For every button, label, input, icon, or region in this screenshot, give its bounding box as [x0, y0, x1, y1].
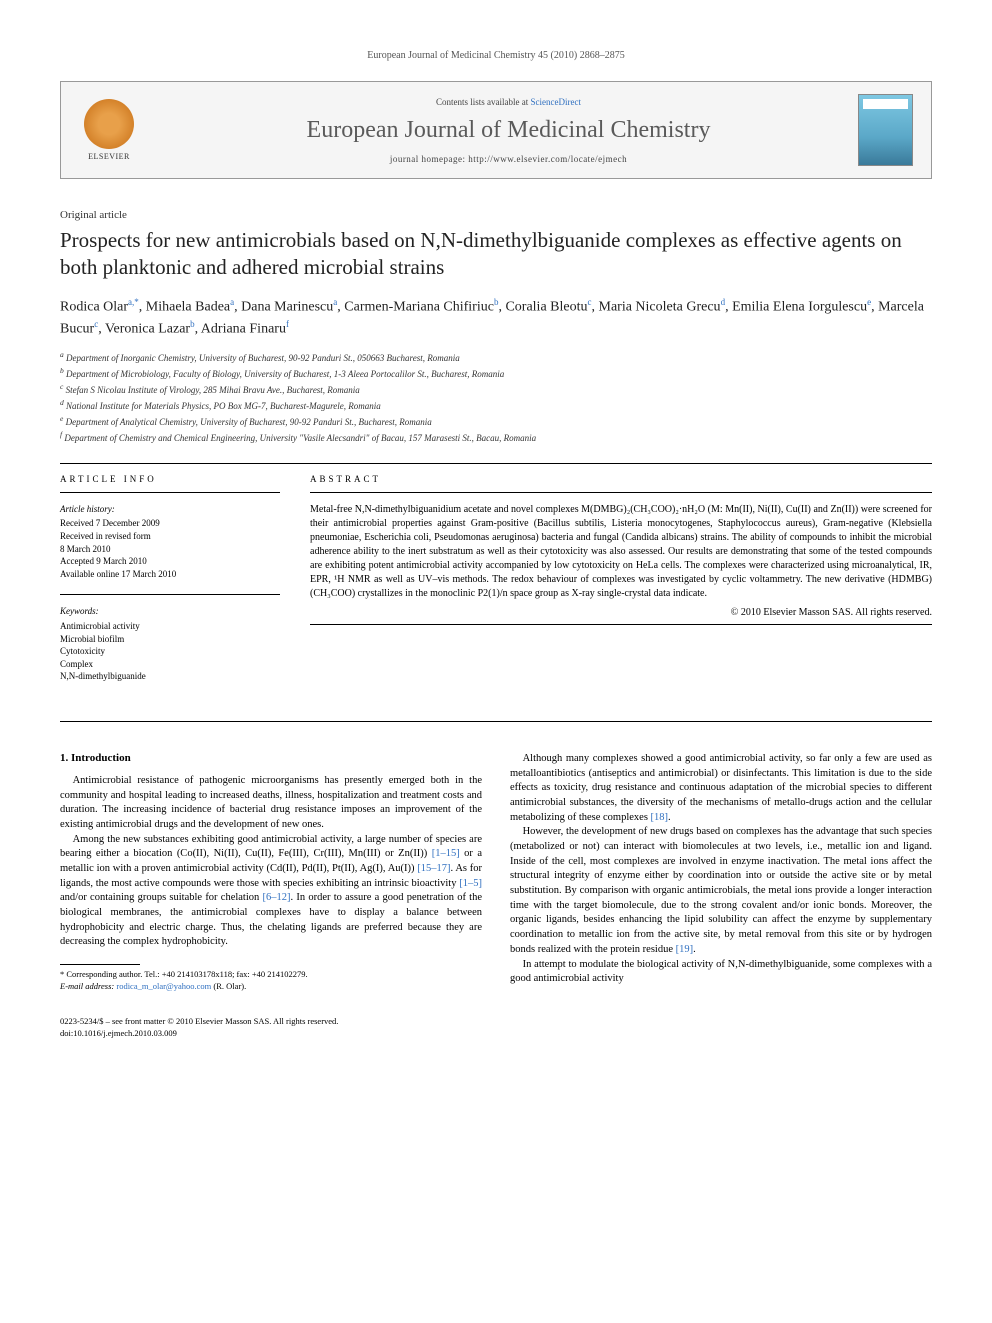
keywords-label: Keywords: [60, 605, 280, 618]
body-paragraph: Although many complexes showed a good an… [510, 752, 932, 825]
page-footer: 0223-5234/$ – see front matter © 2010 El… [60, 1016, 932, 1039]
history-line: Received 7 December 2009 [60, 517, 280, 530]
footnotes: * Corresponding author. Tel.: +40 214103… [60, 969, 482, 992]
body-paragraph: However, the development of new drugs ba… [510, 825, 932, 957]
elsevier-logo[interactable]: ELSEVIER [79, 95, 139, 165]
abstract-text: Metal-free N,N-dimethylbiguanidium aceta… [310, 503, 932, 601]
abstract-head: ABSTRACT [310, 474, 932, 484]
keyword-line: Cytotoxicity [60, 645, 280, 658]
homepage-label: journal homepage: [390, 154, 468, 164]
authors-list: Rodica Olara,*, Mihaela Badeaa, Dana Mar… [60, 296, 932, 340]
body-text: and/or containing groups suitable for ch… [60, 892, 263, 903]
body-text: . [693, 944, 696, 955]
body-paragraph: In attempt to modulate the biological ac… [510, 958, 932, 987]
divider [60, 463, 932, 464]
affiliation-line: e Department of Analytical Chemistry, Un… [60, 414, 932, 429]
keyword-line: Complex [60, 658, 280, 671]
body-text: However, the development of new drugs ba… [510, 826, 932, 955]
body-paragraph: Antimicrobial resistance of pathogenic m… [60, 774, 482, 833]
divider [310, 492, 932, 493]
citation-link[interactable]: [1–15] [432, 848, 460, 859]
journal-name: European Journal of Medicinal Chemistry [159, 117, 858, 144]
contents-line: Contents lists available at ScienceDirec… [159, 97, 858, 107]
citation-link[interactable]: [6–12] [263, 892, 291, 903]
affiliation-line: a Department of Inorganic Chemistry, Uni… [60, 350, 932, 365]
divider [310, 624, 932, 625]
body-text: . [668, 812, 671, 823]
footer-doi: doi:10.1016/j.ejmech.2010.03.009 [60, 1028, 932, 1039]
section-head-intro: 1. Introduction [60, 752, 482, 764]
corresponding-author: * Corresponding author. Tel.: +40 214103… [60, 969, 482, 980]
citation-link[interactable]: [19] [676, 944, 694, 955]
keywords-block: Keywords: Antimicrobial activityMicrobia… [60, 605, 280, 683]
keyword-line: Antimicrobial activity [60, 620, 280, 633]
history-line: Available online 17 March 2010 [60, 568, 280, 581]
running-head: European Journal of Medicinal Chemistry … [60, 50, 932, 61]
article-info-head: ARTICLE INFO [60, 474, 280, 484]
history-label: Article history: [60, 503, 280, 516]
email-label: E-mail address: [60, 981, 116, 991]
affiliation-line: c Stefan S Nicolau Institute of Virology… [60, 382, 932, 397]
article-info-column: ARTICLE INFO Article history: Received 7… [60, 474, 280, 697]
elsevier-label: ELSEVIER [88, 152, 130, 161]
footnote-separator [60, 964, 140, 965]
body-text: Among the new substances exhibiting good… [60, 834, 482, 860]
sciencedirect-link[interactable]: ScienceDirect [531, 97, 581, 107]
citation-link[interactable]: [18] [651, 812, 669, 823]
divider [60, 492, 280, 493]
contents-prefix: Contents lists available at [436, 97, 530, 107]
abstract-column: ABSTRACT Metal-free N,N-dimethylbiguanid… [310, 474, 932, 697]
body-text: Although many complexes showed a good an… [510, 753, 932, 823]
keyword-line: Microbial biofilm [60, 633, 280, 646]
citation-link[interactable]: [1–5] [459, 878, 482, 889]
email-suffix: (R. Olar). [211, 981, 246, 991]
affiliation-line: f Department of Chemistry and Chemical E… [60, 430, 932, 445]
footer-front-matter: 0223-5234/$ – see front matter © 2010 El… [60, 1016, 932, 1027]
history-line: 8 March 2010 [60, 543, 280, 556]
history-line: Received in revised form [60, 530, 280, 543]
journal-header-box: ELSEVIER Contents lists available at Sci… [60, 81, 932, 179]
affiliations: a Department of Inorganic Chemistry, Uni… [60, 350, 932, 445]
article-type: Original article [60, 209, 932, 221]
body-paragraph: Among the new substances exhibiting good… [60, 833, 482, 951]
abstract-copyright: © 2010 Elsevier Masson SAS. All rights r… [310, 607, 932, 618]
journal-homepage: journal homepage: http://www.elsevier.co… [159, 154, 858, 164]
email-link[interactable]: rodica_m_olar@yahoo.com [116, 981, 211, 991]
body-columns: 1. Introduction Antimicrobial resistance… [60, 752, 932, 992]
article-title: Prospects for new antimicrobials based o… [60, 227, 932, 282]
homepage-url[interactable]: http://www.elsevier.com/locate/ejmech [468, 154, 627, 164]
divider [60, 721, 932, 722]
affiliation-line: d National Institute for Materials Physi… [60, 398, 932, 413]
keyword-line: N,N-dimethylbiguanide [60, 670, 280, 683]
citation-link[interactable]: [15–17] [417, 863, 450, 874]
affiliation-line: b Department of Microbiology, Faculty of… [60, 366, 932, 381]
history-line: Accepted 9 March 2010 [60, 555, 280, 568]
journal-cover-thumbnail [858, 94, 913, 166]
divider [60, 594, 280, 595]
article-history: Article history: Received 7 December 200… [60, 503, 280, 581]
elsevier-tree-icon [84, 99, 134, 149]
